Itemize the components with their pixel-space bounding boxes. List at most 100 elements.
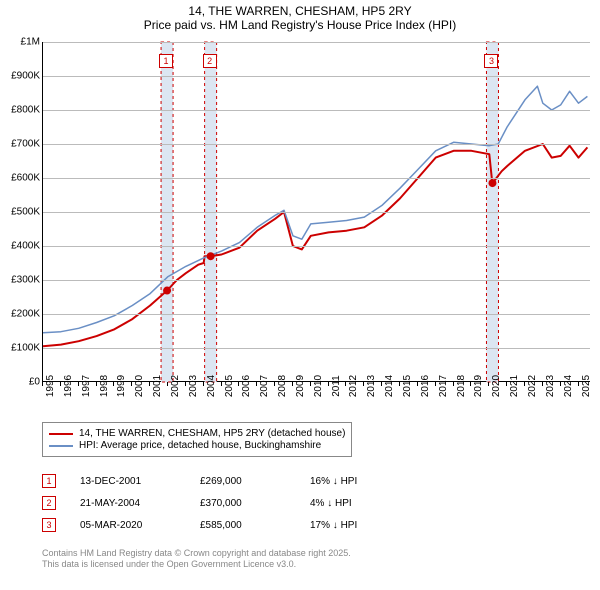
ytick-label: £400K <box>11 241 40 252</box>
xtick-label: 1998 <box>99 375 110 397</box>
xtick-mark <box>292 382 293 386</box>
xtick-label: 2023 <box>545 375 556 397</box>
xtick-label: 2015 <box>402 375 413 397</box>
xtick-label: 2004 <box>206 375 217 397</box>
legend-item: 14, THE WARREN, CHESHAM, HP5 2RY (detach… <box>49 428 345 439</box>
attribution-line-1: Contains HM Land Registry data © Crown c… <box>42 548 351 559</box>
xtick-label: 2012 <box>348 375 359 397</box>
xtick-label: 2020 <box>491 375 502 397</box>
ytick-label: £500K <box>11 207 40 218</box>
sale-marker-2: 2 <box>203 54 217 68</box>
ytick-label: £600K <box>11 173 40 184</box>
xtick-label: 2003 <box>188 375 199 397</box>
sale-diff: 4% ↓ HPI <box>310 498 410 509</box>
xtick-mark <box>345 382 346 386</box>
title-line-1: 14, THE WARREN, CHESHAM, HP5 2RY <box>0 4 600 18</box>
sale-price: £269,000 <box>200 476 310 487</box>
attribution-text: Contains HM Land Registry data © Crown c… <box>42 548 351 570</box>
xtick-label: 2008 <box>277 375 288 397</box>
attribution-line-2: This data is licensed under the Open Gov… <box>42 559 351 570</box>
xtick-mark <box>256 382 257 386</box>
xtick-label: 2011 <box>331 375 342 397</box>
sale-date: 21-MAY-2004 <box>80 498 200 509</box>
xtick-label: 2021 <box>509 375 520 397</box>
gridline <box>43 314 590 315</box>
xtick-mark <box>167 382 168 386</box>
sale-point <box>488 179 496 187</box>
xtick-mark <box>238 382 239 386</box>
xtick-mark <box>399 382 400 386</box>
gridline <box>43 76 590 77</box>
xtick-mark <box>453 382 454 386</box>
title-line-2: Price paid vs. HM Land Registry's House … <box>0 18 600 32</box>
xtick-mark <box>96 382 97 386</box>
sale-row-marker: 3 <box>42 518 56 532</box>
sale-diff: 16% ↓ HPI <box>310 476 410 487</box>
sale-row: 1 13-DEC-2001£269,00016% ↓ HPI <box>42 470 410 492</box>
xtick-label: 2001 <box>152 375 163 397</box>
xtick-mark <box>435 382 436 386</box>
xtick-mark <box>60 382 61 386</box>
xtick-label: 2018 <box>456 375 467 397</box>
ytick-label: £700K <box>11 139 40 150</box>
xtick-label: 2016 <box>420 375 431 397</box>
xtick-mark <box>417 382 418 386</box>
gridline <box>43 246 590 247</box>
xtick-mark <box>149 382 150 386</box>
xtick-mark <box>470 382 471 386</box>
sale-row: 221-MAY-2004£370,0004% ↓ HPI <box>42 492 410 514</box>
legend-item: HPI: Average price, detached house, Buck… <box>49 440 345 451</box>
sale-price: £585,000 <box>200 520 310 531</box>
sale-row: 3 05-MAR-2020£585,00017% ↓ HPI <box>42 514 410 536</box>
xtick-label: 2013 <box>366 375 377 397</box>
ytick-label: £0 <box>29 377 40 388</box>
xtick-label: 2014 <box>384 375 395 397</box>
gridline <box>43 212 590 213</box>
gridline <box>43 144 590 145</box>
xtick-mark <box>560 382 561 386</box>
xtick-label: 2000 <box>134 375 145 397</box>
xtick-mark <box>185 382 186 386</box>
xtick-label: 2007 <box>259 375 270 397</box>
ytick-label: £200K <box>11 309 40 320</box>
gridline <box>43 280 590 281</box>
xtick-label: 2005 <box>224 375 235 397</box>
ytick-label: £300K <box>11 275 40 286</box>
xtick-label: 2006 <box>241 375 252 397</box>
legend-swatch <box>49 433 73 435</box>
gridline <box>43 348 590 349</box>
ytick-label: £800K <box>11 105 40 116</box>
gridline <box>43 42 590 43</box>
xtick-mark <box>113 382 114 386</box>
sale-point <box>207 252 215 260</box>
sale-diff: 17% ↓ HPI <box>310 520 410 531</box>
legend-swatch <box>49 445 73 447</box>
xtick-mark <box>542 382 543 386</box>
xtick-label: 2017 <box>438 375 449 397</box>
sale-row-marker: 1 <box>42 474 56 488</box>
chart-title: 14, THE WARREN, CHESHAM, HP5 2RY Price p… <box>0 0 600 32</box>
series-hpi <box>43 86 587 333</box>
gridline <box>43 110 590 111</box>
xtick-label: 2002 <box>170 375 181 397</box>
xtick-mark <box>221 382 222 386</box>
xtick-mark <box>274 382 275 386</box>
ytick-label: £900K <box>11 71 40 82</box>
xtick-mark <box>203 382 204 386</box>
xtick-label: 1997 <box>81 375 92 397</box>
gridline <box>43 178 590 179</box>
xtick-label: 2009 <box>295 375 306 397</box>
xtick-label: 2019 <box>473 375 484 397</box>
sale-date: 05-MAR-2020 <box>80 520 200 531</box>
ytick-label: £100K <box>11 343 40 354</box>
sale-marker-3: 3 <box>484 54 498 68</box>
sale-marker-1: 1 <box>159 54 173 68</box>
xtick-mark <box>131 382 132 386</box>
xtick-mark <box>524 382 525 386</box>
xtick-mark <box>310 382 311 386</box>
legend-label: HPI: Average price, detached house, Buck… <box>79 440 321 451</box>
xtick-mark <box>42 382 43 386</box>
sale-date: 13-DEC-2001 <box>80 476 200 487</box>
xtick-mark <box>506 382 507 386</box>
sales-table: 1 13-DEC-2001£269,00016% ↓ HPI 221-MAY-200… <box>42 470 410 536</box>
